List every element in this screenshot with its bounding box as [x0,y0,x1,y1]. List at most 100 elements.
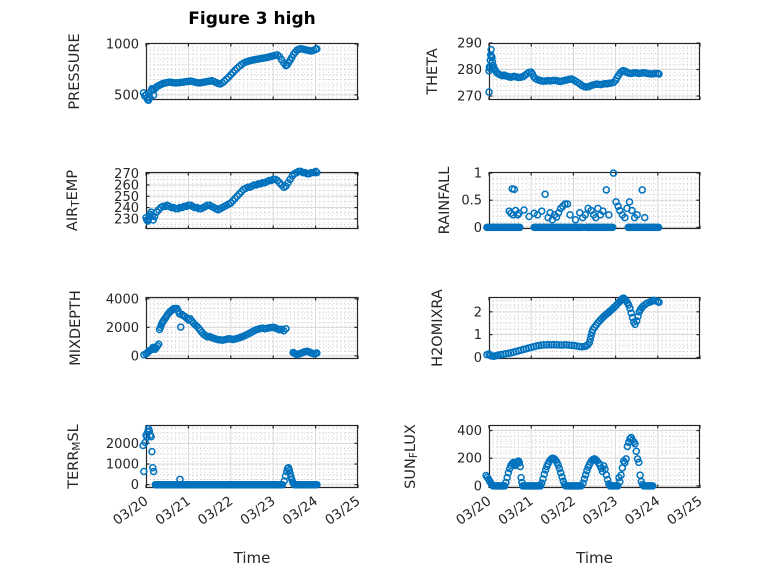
rainfall-marker [608,223,617,232]
rainfall-ytick-labels: 00.51 [461,167,482,236]
xtick-03/22: 03/22 [195,493,236,528]
rainfall-marker [628,206,636,215]
rainfall-marker [609,169,618,177]
mixdepth-y-axis-label: MIXDEPTH [68,290,84,366]
sunflux-y-axis-label: SUNFLUX [403,424,420,489]
mixdepth-axes-box [145,296,359,360]
theta-y-axis-label: THETA [425,48,441,96]
theta-marker [655,70,663,78]
h2omixra-marker [632,317,641,325]
sunflux-marker [560,480,569,489]
terrmsl-ytick-labels: 0 1000 2000 [106,437,139,493]
sunflux-ytick: 200 [457,452,482,467]
airtemp-series [142,167,321,225]
xtick-03/25: 03/25 [664,493,705,528]
sunflux-marker [488,481,497,489]
pressure-marker [313,45,321,53]
sunflux-marker [621,458,629,467]
mixdepth-ytick-labels: 0 2000 4000 [106,292,139,364]
h2omixra-marker [560,341,568,349]
mixdepth-ytick: 4000 [106,292,139,307]
rainfall-marker [520,206,528,214]
h2omixra-marker [624,301,633,309]
h2omixra-marker [565,341,573,349]
sunflux-marker [540,470,549,478]
rainfall-marker [654,223,663,232]
sunflux-marker [617,471,625,479]
rainfall-marker [541,190,549,199]
sunflux-marker [605,480,613,488]
mixdepth-series [140,304,321,359]
h2omixra-marker [586,335,595,343]
rainfall-marker [605,211,613,219]
airtemp-minor-grid [146,172,358,229]
sunflux-marker [633,455,642,463]
rainfall-marker [566,211,574,219]
rainfall-ytick: 0 [474,221,482,236]
sunflux-marker [554,461,562,469]
rainfall-marker [640,213,649,222]
subplot-theta: 270 280 290 THETA [425,37,701,105]
subplot-pressure: 500 1000 PRESSURE [67,33,359,110]
mixdepth-ytick: 2000 [106,321,139,336]
theta-series [485,45,663,96]
h2omixra-marker [575,342,584,351]
terrmsl-ytick: 2000 [106,437,139,452]
sunflux-marker [579,479,587,487]
sunflux-marker [636,471,644,479]
terrmsl-marker [289,479,298,488]
airtemp-marker [149,216,157,224]
figure-title: Figure 3 high [188,9,316,29]
h2omixra-marker [557,341,566,349]
terrmsl-y-axis-label: TERRMSL [66,424,83,490]
mixdepth-major-grid [146,297,358,359]
rainfall-ytick: 1 [474,167,482,182]
rainfall-marker [602,186,611,194]
xtick-03/22: 03/22 [538,493,579,528]
xtick-03/23: 03/23 [580,493,621,528]
h2omixra-marker [552,341,561,349]
theta-marker [488,53,496,62]
sunflux-marker [515,458,524,467]
theta-marker [488,57,497,66]
xtick-03/21: 03/21 [153,493,194,528]
h2omixra-marker [547,341,556,349]
sunflux-marker [504,469,513,477]
rainfall-marker [563,200,572,208]
h2omixra-marker [545,340,553,349]
h2omixra-marker [537,341,546,349]
terrmsl-marker [280,477,288,485]
rainfall-marker [614,202,622,210]
sunflux-ytick: 0 [474,479,482,494]
sunflux-xtick-labels: 03/20 03/21 03/22 03/23 03/24 03/25 [453,493,705,528]
sunflux-marker [516,462,524,471]
terrmsl-marker [140,467,148,476]
theta-axes-box [488,42,701,101]
sunflux-marker [600,462,608,470]
airtemp-marker [313,168,321,177]
xtick-03/25: 03/25 [322,493,363,528]
sunflux-marker [518,478,526,487]
mixdepth-marker [154,340,163,348]
mixdepth-minor-grid [146,297,358,359]
airtemp-ytick: 230 [114,212,139,227]
h2omixra-marker [634,312,642,321]
sunflux-marker [500,482,509,490]
mixdepth-marker [313,349,321,357]
rainfall-marker [625,198,634,206]
rainfall-marker [538,207,546,215]
airtemp-ytick: 270 [114,167,139,182]
h2omixra-series [483,294,663,361]
rainfall-series [483,169,663,232]
airtemp-y-axis-label: AIRTEMP [65,170,82,231]
h2omixra-marker [542,341,551,349]
rainfall-marker [561,200,569,208]
sunflux-marker [622,455,630,463]
rainfall-marker [533,211,542,219]
pressure-series [139,45,321,104]
airtemp-ytick: 250 [114,190,139,205]
